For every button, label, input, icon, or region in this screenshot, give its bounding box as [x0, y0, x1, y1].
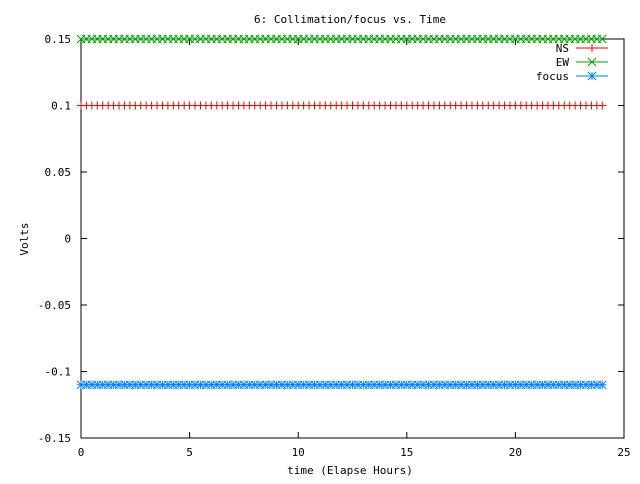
legend-label: EW: [556, 56, 570, 69]
data-point: [597, 380, 607, 390]
x-axis: 0 5 10 15 20 25: [78, 39, 631, 459]
legend-item-ew: EW: [556, 56, 608, 69]
y-axis: -0.15 -0.1 -0.05 0 0.05 0.1 0.15: [38, 33, 624, 445]
plot-border: [80, 38, 625, 439]
x-tick-label: 10: [292, 446, 305, 459]
y-tick-label: 0.1: [51, 100, 71, 113]
series-layer: [76, 34, 607, 390]
series-ew: [76, 34, 607, 44]
y-tick-label: 0.15: [45, 33, 72, 46]
x-axis-label: time (Elapse Hours): [287, 464, 413, 477]
y-tick-label: -0.05: [38, 299, 71, 312]
data-point: [597, 34, 607, 44]
y-tick-label: -0.1: [45, 366, 72, 379]
series-focus: [76, 380, 607, 390]
x-tick-label: 25: [617, 446, 630, 459]
y-tick-label: 0: [64, 233, 71, 246]
y-axis-label: Volts: [18, 222, 31, 255]
x-tick-label: 5: [186, 446, 193, 459]
legend-marker: [587, 57, 597, 67]
y-tick-label: 0.05: [45, 166, 72, 179]
legend-marker: [588, 44, 596, 52]
x-tick-label: 0: [78, 446, 85, 459]
legend-item-focus: focus: [536, 70, 608, 83]
x-tick-label: 15: [400, 446, 413, 459]
legend-marker: [587, 71, 597, 81]
legend-label: NS: [556, 42, 569, 55]
legend-label: focus: [536, 70, 569, 83]
data-point: [598, 101, 607, 110]
plot-frame: [80, 38, 625, 439]
x-tick-label: 20: [509, 446, 522, 459]
legend-item-ns: NS: [556, 42, 608, 55]
series-ns: [77, 101, 607, 110]
chart-title: 6: Collimation/focus vs. Time: [254, 13, 446, 26]
y-tick-label: -0.15: [38, 432, 71, 445]
